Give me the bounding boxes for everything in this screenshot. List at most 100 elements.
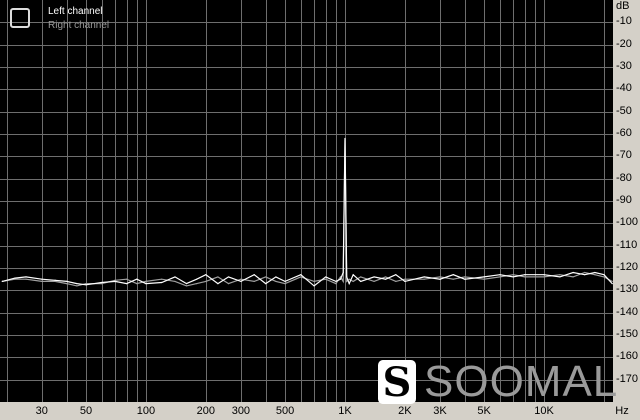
data-point [185,285,188,287]
data-point [41,280,43,282]
data-point [385,276,387,278]
data-point [559,276,561,278]
x-unit-label: Hz [615,405,629,417]
data-point [76,285,78,287]
spectrum-plot: Left channel Right channel S SOOMAL [0,0,617,406]
plot-svg [0,0,613,402]
data-point [611,280,613,282]
data-point [543,274,545,276]
data-point [348,283,350,285]
data-point [499,276,501,278]
data-point [145,283,147,285]
y-tick-label: -90 [616,194,632,206]
data-point [101,283,103,285]
x-tick-label: 50 [79,405,93,417]
x-tick-label: 100 [136,405,156,417]
data-point [464,276,466,278]
data-point [14,278,16,280]
data-point [284,280,286,282]
data-point [101,281,103,284]
data-point [217,276,219,278]
chart-icon [10,8,30,28]
data-point [464,278,466,280]
data-point [76,283,78,285]
data-point [25,278,27,280]
data-point [196,278,198,280]
data-point [185,283,188,285]
data-point [603,276,605,278]
y-tick-label: -140 [616,305,639,318]
y-tick-label: -80 [616,171,632,184]
y-tick-label: -150 [616,328,639,340]
data-point [524,274,526,276]
data-point [352,280,354,282]
data-point [344,137,346,140]
data-point [352,274,354,276]
y-tick-label: -100 [616,216,639,229]
soomal-watermark: S SOOMAL [378,357,618,406]
x-tick-label: 1K [338,405,352,417]
data-point [253,274,255,276]
data-point [313,280,315,282]
data-point [524,276,526,278]
data-point [584,274,586,276]
data-point [339,278,342,280]
y-tick-label: -110 [616,238,638,251]
data-point [559,274,561,276]
x-tick-label: 30 [35,405,48,417]
data-point [584,271,586,274]
data-point [54,280,56,282]
data-point [253,280,255,282]
data-point [66,283,68,285]
data-point [136,278,138,280]
y-tick-label: -30 [616,60,632,72]
y-tick-label: -130 [616,283,639,296]
data-point [373,276,375,278]
data-point [594,271,596,274]
data-point [346,280,348,282]
data-point [136,283,138,285]
data-point [594,274,596,276]
data-point [335,280,337,282]
data-point [196,283,198,285]
data-point [360,280,362,282]
series-line-right-channel [2,140,613,287]
legend-left-channel: Left channel [48,6,103,17]
y-tick-label: -10 [616,15,632,28]
data-point [543,276,545,278]
x-tick-label: 10K [534,405,554,417]
data-point [125,278,128,280]
data-point [512,274,514,276]
data-point [395,280,397,282]
data-point [41,278,43,280]
data-point [85,284,87,286]
y-tick-label: -70 [616,149,632,162]
data-point [572,271,574,274]
data-point [265,276,267,278]
data-point [85,283,87,285]
data-point [174,276,176,278]
data-point [385,278,387,280]
y-tick-label: -50 [616,104,632,117]
data-point [423,278,425,280]
data-point [439,276,441,278]
legend-right-channel: Right channel [48,20,110,31]
x-tick-label: 5K [477,405,491,417]
data-point [346,276,348,278]
data-point [174,280,176,282]
data-point [404,278,406,280]
soomal-logo: S [378,359,416,406]
x-tick-label: 500 [275,405,295,417]
data-point [161,281,163,284]
data-point [227,283,230,285]
x-tick-label: 200 [196,405,215,417]
y-tick-label: -60 [616,127,632,139]
data-point [54,279,56,281]
data-point [114,280,116,282]
data-point [300,276,302,278]
data-point [217,283,219,285]
data-point [483,278,485,280]
data-point [512,276,514,278]
data-point [265,283,267,285]
data-point [145,280,147,282]
